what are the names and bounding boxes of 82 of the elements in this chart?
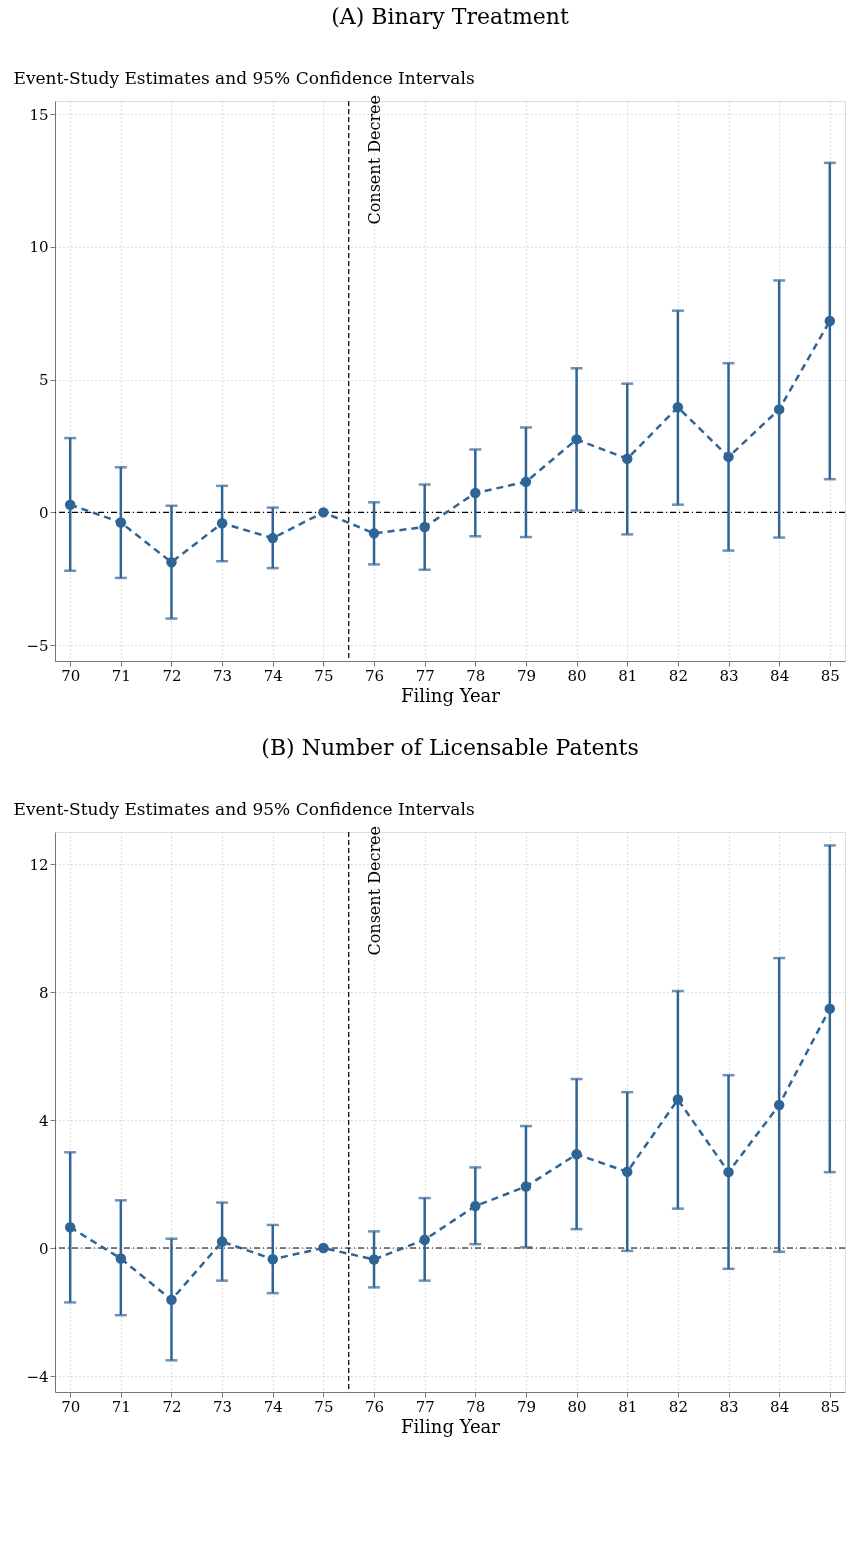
- point: [622, 453, 633, 464]
- x-tick-label: 78: [466, 666, 486, 685]
- y-tick-label: −5: [26, 636, 49, 655]
- x-tick-label: 73: [213, 1397, 233, 1416]
- x-tick-label: 83: [719, 1397, 739, 1416]
- point: [571, 434, 582, 445]
- x-tick-label: 80: [567, 666, 587, 685]
- point: [115, 1253, 127, 1264]
- point: [267, 1253, 278, 1265]
- x-tick-label: 82: [668, 666, 688, 685]
- point: [622, 1166, 633, 1178]
- x-tick-label: 71: [111, 1397, 131, 1416]
- y-tick-label: 12: [29, 855, 49, 874]
- y-tick-label: 5: [38, 371, 49, 390]
- point: [318, 1242, 329, 1254]
- point: [419, 1234, 430, 1245]
- y-tick-label: 4: [38, 1111, 49, 1130]
- y-tick-label: −4: [26, 1367, 49, 1386]
- point: [824, 1003, 836, 1014]
- x-axis-title: Filing Year: [401, 684, 501, 706]
- x-tick-label: 70: [61, 666, 81, 685]
- point: [824, 315, 836, 327]
- point: [419, 521, 430, 533]
- x-tick-label: 80: [567, 1397, 587, 1416]
- y-tick-label: 10: [29, 238, 49, 257]
- x-tick-label: 77: [415, 666, 435, 685]
- point: [723, 1166, 734, 1178]
- x-tick-label: 76: [364, 666, 385, 685]
- x-tick-label: 79: [516, 666, 537, 685]
- x-tick-label: 76: [364, 1397, 385, 1416]
- x-tick-label: 84: [770, 666, 790, 685]
- y-tick-label: 8: [38, 983, 49, 1002]
- point: [267, 532, 278, 544]
- point: [672, 402, 684, 413]
- point: [166, 557, 177, 568]
- point: [64, 499, 76, 510]
- point: [470, 487, 481, 499]
- point: [773, 404, 785, 415]
- y-tick-label: 15: [29, 105, 49, 124]
- x-tick-label: 84: [770, 1397, 790, 1416]
- point: [216, 518, 228, 529]
- point: [216, 1236, 228, 1247]
- x-tick-label: 73: [213, 666, 233, 685]
- point: [520, 476, 532, 488]
- x-tick-label: 74: [263, 1397, 283, 1416]
- x-tick-label: 75: [314, 666, 334, 685]
- ref-line-label: Consent Decree: [364, 826, 384, 956]
- point: [115, 517, 127, 528]
- point: [773, 1099, 785, 1111]
- chart-title: (B) Number of Licensable Patents: [261, 735, 639, 760]
- point: [571, 1149, 582, 1160]
- point: [520, 1181, 532, 1192]
- x-tick-label: 81: [618, 666, 638, 685]
- x-tick-label: 72: [162, 1397, 182, 1416]
- y-axis-title: Event-Study Estimates and 95% Confidence Intervals: [13, 67, 475, 88]
- x-tick-label: 79: [516, 1397, 537, 1416]
- point: [723, 451, 734, 463]
- x-tick-label: 75: [314, 1397, 334, 1416]
- x-tick-label: 81: [618, 1397, 638, 1416]
- x-tick-label: 74: [263, 666, 283, 685]
- y-axis-title: Event-Study Estimates and 95% Confidence Intervals: [13, 798, 475, 819]
- x-tick-label: 71: [111, 666, 131, 685]
- point: [672, 1094, 684, 1105]
- x-tick-label: 70: [61, 1397, 81, 1416]
- x-tick-label: 78: [466, 1397, 486, 1416]
- y-tick-label: 0: [38, 1239, 49, 1258]
- chart-title: (A) Binary Treatment: [331, 4, 569, 29]
- point: [64, 1221, 76, 1233]
- x-tick-label: 82: [668, 1397, 688, 1416]
- x-tick-label: 72: [162, 666, 182, 685]
- point: [368, 1254, 380, 1265]
- point: [368, 528, 380, 539]
- y-tick-label: 0: [38, 503, 49, 522]
- point: [470, 1200, 481, 1212]
- x-tick-label: 85: [820, 1397, 840, 1416]
- x-tick-label: 83: [719, 666, 739, 685]
- x-tick-label: 85: [820, 666, 840, 685]
- x-tick-label: 77: [415, 1397, 435, 1416]
- point: [318, 507, 329, 518]
- ref-line-label: Consent Decree: [364, 95, 384, 225]
- x-axis-title: Filing Year: [401, 1415, 501, 1437]
- point: [166, 1294, 177, 1306]
